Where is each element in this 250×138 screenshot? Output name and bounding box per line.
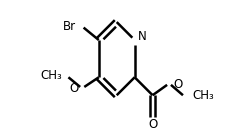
Text: Br: Br [63, 20, 76, 33]
Text: CH₃: CH₃ [192, 89, 214, 102]
Text: O: O [173, 78, 182, 91]
Text: N: N [138, 30, 147, 43]
Text: O: O [148, 118, 157, 131]
Text: O: O [70, 82, 79, 95]
Text: CH₃: CH₃ [40, 69, 62, 82]
